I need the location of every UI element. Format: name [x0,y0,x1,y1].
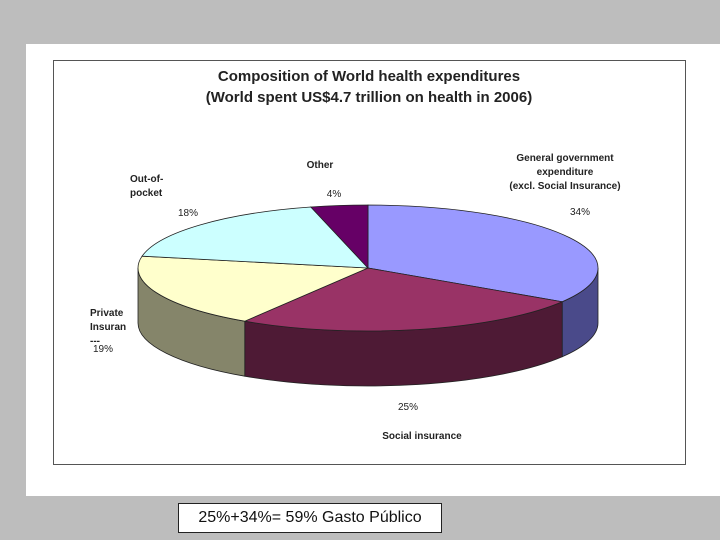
slice-name-label-2: Private Insuran --- [90,308,126,347]
slice-name-label-1: Social insurance [382,431,462,442]
chart-subtitle: (World spent US$4.7 trillion on health i… [206,89,532,106]
slice-percent-label-2: 19% [93,344,113,355]
pie-group [137,204,599,387]
slice-name-label-0: General government expenditure (excl. Soci… [509,153,620,192]
slice-percent-label-1: 25% [398,402,418,413]
caption-box: 25%+34%= 59% Gasto Público [178,503,442,533]
pie-slice-3 [141,206,369,269]
caption-text: 25%+34%= 59% Gasto Público [198,509,422,526]
slice-percent-label-0: 34% [570,207,590,218]
chart-title: Composition of World health expenditures [218,68,520,85]
pie-slice-2 [137,255,369,322]
slice-name-label-3: Out-of-pocket [130,174,163,199]
pie-slice-0 [367,204,599,303]
slide-left-margin [0,44,26,496]
slice-percent-label-4: 4% [327,189,342,200]
label-group: 34% General government expenditure (excl. S… [90,153,621,442]
slice-percent-label-3: 18% [178,208,198,219]
pie-slice-4 [309,204,369,270]
pie-slice-1 [243,267,564,332]
slice-name-label-4: Other [307,160,334,171]
